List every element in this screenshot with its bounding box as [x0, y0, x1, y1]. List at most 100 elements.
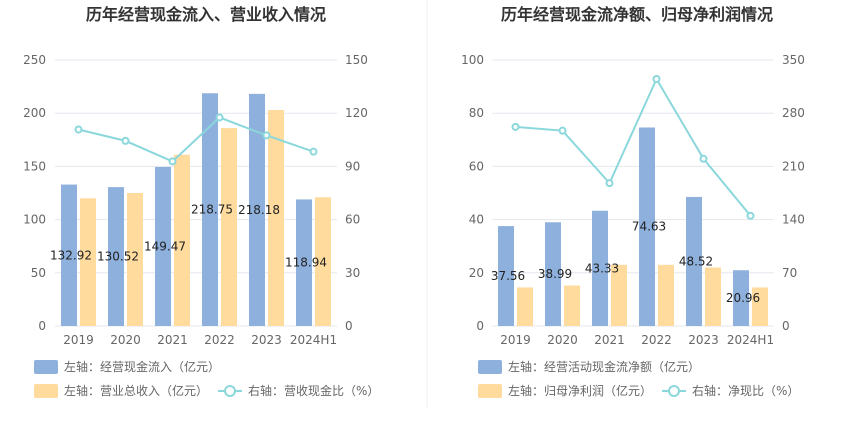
bar-data-label: 37.56: [491, 269, 525, 283]
x-tick-label: 2020: [547, 333, 578, 347]
ratio-point[interactable]: [746, 211, 755, 220]
left-tick-label: 100: [23, 213, 46, 227]
left-tick-label: 0: [38, 319, 46, 333]
right-tick-label: 210: [782, 159, 805, 173]
legend: 左轴：经营活动现金流净额（亿元） 左轴：归母净利润（亿元） 右轴：净现比（%）: [478, 359, 799, 398]
x-tick-label: 2020: [110, 333, 141, 347]
bar-secondary[interactable]: [517, 287, 533, 326]
ratio-point[interactable]: [511, 122, 520, 131]
ratio-point[interactable]: [168, 157, 177, 166]
chart-net-cash-profit: 历年经营现金流净额、归母净利润情况 0 20 40 60 80 100 0 70 140 210…: [461, 5, 805, 398]
bar-secondary[interactable]: [127, 193, 143, 326]
right-tick-label: 150: [345, 53, 368, 67]
right-tick-label: 140: [782, 213, 805, 227]
left-tick-label: 40: [469, 213, 484, 227]
bar-primary[interactable]: [639, 127, 655, 327]
x-tick-label: 2019: [63, 333, 94, 347]
left-tick-label: 60: [469, 159, 484, 173]
left-tick-label: 250: [23, 53, 46, 67]
ratio-point[interactable]: [262, 131, 271, 140]
left-tick-label: 80: [469, 106, 484, 120]
legend-label: 左轴：营业总收入（亿元）: [64, 383, 208, 398]
bar-primary[interactable]: [155, 166, 171, 326]
right-tick-label: 0: [345, 319, 353, 333]
left-tick-label: 0: [476, 319, 484, 333]
bar-data-label: 48.52: [679, 254, 713, 268]
ratio-point[interactable]: [74, 125, 83, 134]
ratio-point[interactable]: [605, 179, 614, 188]
ratio-point[interactable]: [215, 113, 224, 122]
right-tick-label: 70: [782, 266, 797, 280]
x-axis-ticks: 2019 2020 2021 2022 2023 2024H1: [63, 333, 337, 347]
ratio-point[interactable]: [558, 126, 567, 135]
x-tick-label: 2024H1: [290, 333, 337, 347]
bar-primary[interactable]: [108, 187, 124, 326]
bar-primary[interactable]: [545, 222, 561, 326]
legend-item-ratio[interactable]: 右轴：营收现金比（%）: [218, 383, 379, 398]
ratio-line: [511, 75, 755, 220]
bar-primary[interactable]: [61, 184, 77, 326]
right-axis-ticks: 0 30 60 90 120 150: [345, 53, 368, 333]
bar-secondary[interactable]: [752, 287, 768, 326]
bars: 132.92 130.52 149.47 218.75 218.18 118.94: [50, 93, 331, 327]
bar-primary[interactable]: [249, 93, 265, 327]
bar-secondary[interactable]: [268, 110, 284, 327]
bar-data-label: 218.18: [238, 203, 280, 217]
bar-primary[interactable]: [202, 93, 218, 326]
left-tick-label: 200: [23, 106, 46, 120]
bar-secondary[interactable]: [174, 154, 190, 326]
chart-title: 历年经营现金流净额、归母净利润情况: [501, 5, 773, 24]
chart-title: 历年经营现金流入、营业收入情况: [86, 5, 326, 24]
bar-secondary[interactable]: [611, 264, 627, 326]
legend-item-revenue[interactable]: 左轴：营业总收入（亿元）: [34, 383, 208, 398]
left-tick-label: 20: [469, 266, 484, 280]
ratio-line-path: [515, 76, 752, 217]
ratio-point[interactable]: [652, 75, 661, 83]
x-tick-label: 2021: [157, 333, 188, 347]
x-axis-ticks: 2019 2020 2021 2022 2023 2024H1: [500, 333, 774, 347]
legend-item-cash-inflow[interactable]: 左轴：经营现金流入（亿元）: [34, 359, 220, 374]
x-tick-label: 2021: [594, 333, 625, 347]
right-tick-label: 30: [345, 266, 360, 280]
bar-secondary[interactable]: [221, 128, 237, 326]
legend-label: 左轴：归母净利润（亿元）: [508, 383, 652, 398]
bar-primary[interactable]: [733, 270, 749, 326]
legend-swatch: [478, 384, 502, 398]
bar-secondary[interactable]: [315, 197, 331, 326]
bar-secondary[interactable]: [564, 285, 580, 326]
right-tick-label: 90: [345, 159, 360, 173]
ratio-line: [74, 113, 318, 166]
bar-data-label: 132.92: [50, 248, 92, 262]
bar-data-label: 43.33: [585, 261, 619, 275]
left-tick-label: 50: [31, 266, 46, 280]
ratio-point[interactable]: [309, 147, 318, 156]
legend-label: 左轴：经营现金流入（亿元）: [64, 359, 220, 374]
bar-secondary[interactable]: [80, 198, 96, 326]
right-tick-label: 60: [345, 213, 360, 227]
right-tick-label: 0: [782, 319, 790, 333]
legend-item-net-profit[interactable]: 左轴：归母净利润（亿元）: [478, 383, 652, 398]
bar-primary[interactable]: [498, 226, 514, 326]
legend-swatch: [34, 360, 58, 374]
legend-label: 右轴：净现比（%）: [692, 383, 799, 398]
grid-lines: [55, 59, 337, 327]
legend-item-cash-ratio[interactable]: 右轴：净现比（%）: [662, 383, 799, 398]
bar-data-label: 20.96: [726, 291, 760, 305]
bar-primary[interactable]: [592, 210, 608, 326]
bar-primary[interactable]: [686, 196, 702, 326]
left-axis-ticks: 0 50 100 150 200 250: [23, 53, 46, 333]
x-tick-label: 2022: [204, 333, 235, 347]
x-tick-label: 2022: [641, 333, 672, 347]
legend-marker: [668, 385, 680, 397]
legend-item-net-cash[interactable]: 左轴：经营活动现金流净额（亿元）: [478, 359, 700, 374]
bar-secondary[interactable]: [705, 267, 721, 326]
x-tick-label: 2023: [688, 333, 719, 347]
bar-primary[interactable]: [296, 199, 312, 326]
x-tick-label: 2019: [500, 333, 531, 347]
bar-data-label: 74.63: [632, 220, 666, 234]
bar-secondary[interactable]: [658, 264, 674, 326]
x-tick-label: 2024H1: [727, 333, 774, 347]
ratio-point[interactable]: [121, 136, 130, 145]
ratio-point[interactable]: [699, 154, 708, 163]
legend-label: 右轴：营收现金比（%）: [248, 383, 379, 398]
